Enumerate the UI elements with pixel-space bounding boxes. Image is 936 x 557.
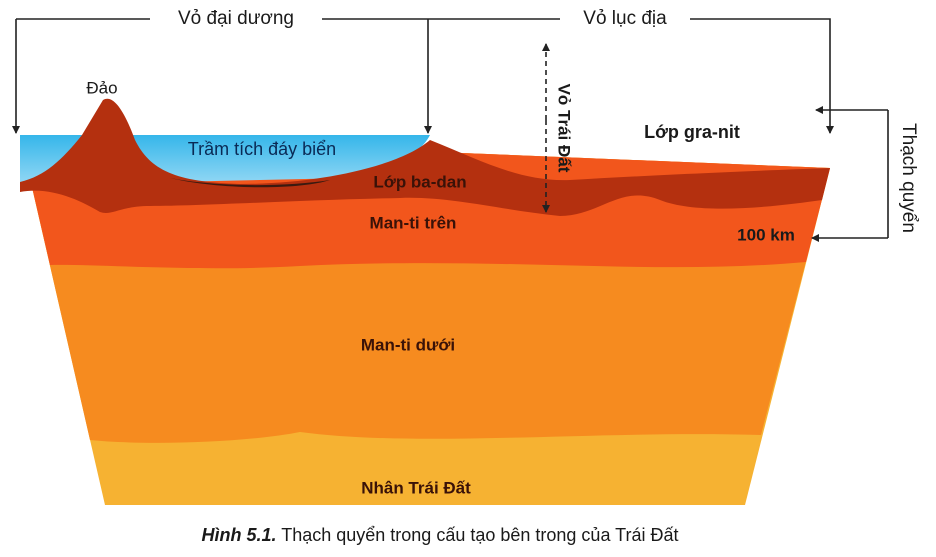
label: Lớp gra-nit	[644, 122, 740, 142]
label: Vỏ Trái Đất	[555, 84, 574, 173]
sediment-band	[170, 178, 330, 188]
caption-number: Hình 5.1.	[202, 525, 277, 545]
label: Vỏ lục địa	[583, 8, 667, 29]
label: Man-ti trên	[370, 213, 457, 232]
label: Nhân Trái Đất	[361, 478, 471, 497]
label: Thạch quyển	[898, 123, 919, 233]
label: Trầm tích đáy biển	[188, 139, 336, 159]
earth-section	[20, 98, 830, 505]
crust-layer	[20, 98, 830, 216]
label: Đảo	[86, 78, 117, 97]
caption-text: Thạch quyển trong cấu tạo bên trong của …	[281, 525, 678, 545]
label: Lớp ba-dan	[373, 172, 466, 191]
label: Man-ti dưới	[361, 335, 455, 354]
label: 100 km	[737, 225, 795, 244]
label: Vỏ đại dương	[178, 8, 294, 29]
continental-bracket	[690, 18, 834, 134]
oceanic-bracket-right	[322, 18, 560, 133]
caption: Hình 5.1. Thạch quyển trong cấu tạo bên …	[202, 525, 679, 545]
oceanic-bracket	[16, 18, 150, 133]
annotation-lines	[16, 18, 889, 242]
